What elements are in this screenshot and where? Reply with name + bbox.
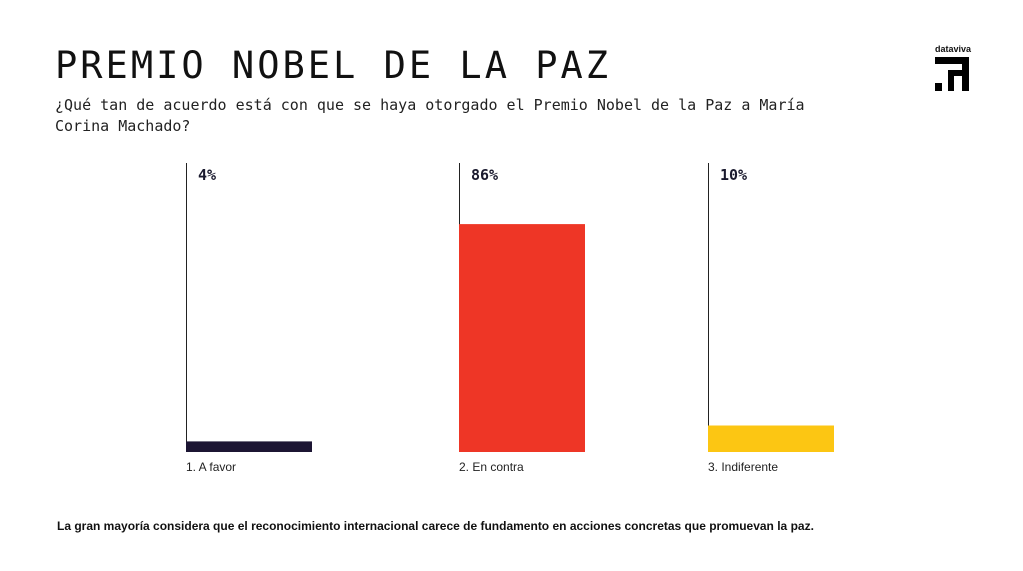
footer-note: La gran mayoría considera que el reconoc… [57, 519, 814, 533]
category-label: 1. A favor [186, 460, 237, 474]
brand-logo: dataviva [935, 44, 971, 96]
category-label: 2. En contra [459, 460, 524, 474]
data-label: 86% [471, 166, 499, 184]
data-label: 10% [720, 166, 748, 184]
dataviva-logo-icon [935, 57, 969, 91]
page-title: PREMIO NOBEL DE LA PAZ [55, 44, 612, 87]
bar-3 [708, 425, 834, 452]
bar-1 [186, 441, 312, 452]
chart-subtitle: ¿Qué tan de acuerdo está con que se haya… [55, 96, 805, 135]
category-label: 3. Indiferente [708, 460, 779, 474]
data-label: 4% [198, 166, 217, 184]
bar-2 [459, 224, 585, 452]
brand-name: dataviva [935, 44, 972, 54]
